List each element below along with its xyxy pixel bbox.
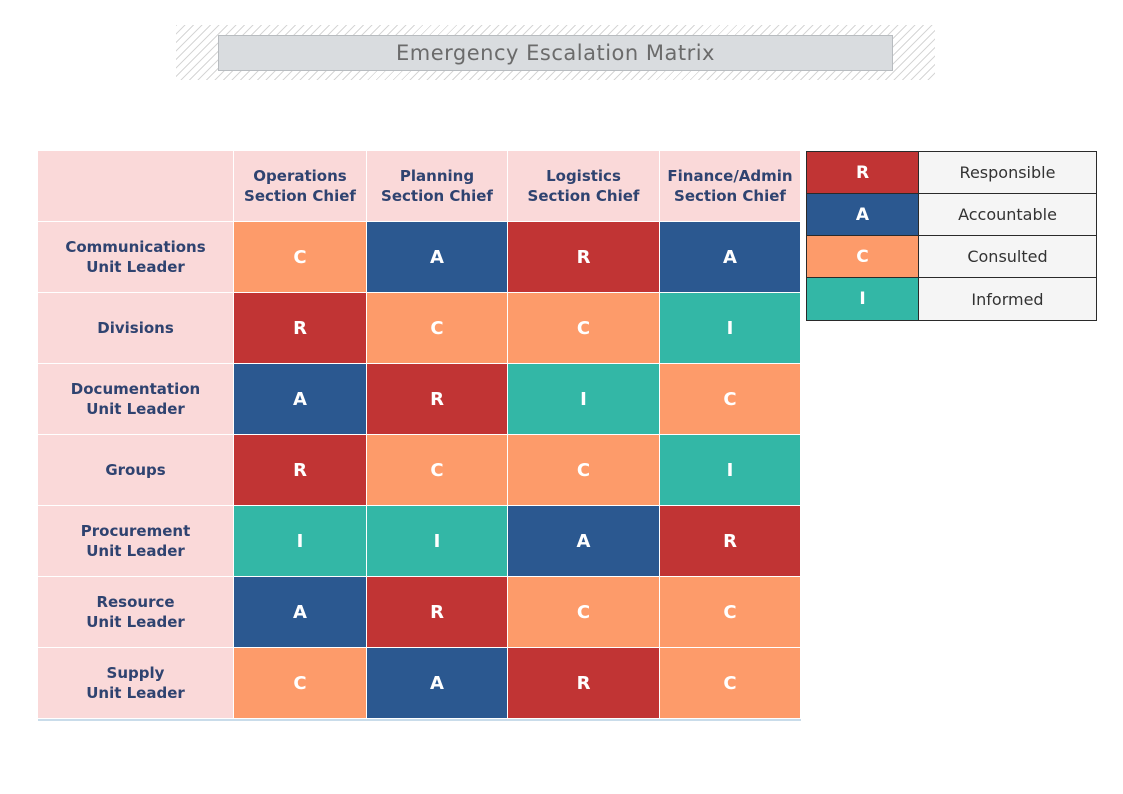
matrix-cell: I bbox=[234, 506, 367, 577]
matrix-cell: R bbox=[367, 364, 508, 435]
column-header: Planning Section Chief bbox=[367, 151, 508, 222]
row-header: Procurement Unit Leader bbox=[38, 506, 234, 577]
matrix-cell: I bbox=[660, 293, 801, 364]
legend-row: C Consulted bbox=[807, 236, 1096, 278]
column-header: Logistics Section Chief bbox=[508, 151, 660, 222]
matrix-cell: A bbox=[234, 577, 367, 648]
matrix-cell: C bbox=[508, 293, 660, 364]
legend-key: R bbox=[807, 152, 919, 193]
matrix-cell: C bbox=[367, 435, 508, 506]
legend-label: Accountable bbox=[919, 194, 1096, 235]
matrix-cell: C bbox=[367, 293, 508, 364]
matrix-cell: A bbox=[367, 648, 508, 719]
matrix-corner bbox=[38, 151, 234, 222]
matrix-cell: C bbox=[660, 364, 801, 435]
row-header: Documentation Unit Leader bbox=[38, 364, 234, 435]
column-header: Finance/Admin Section Chief bbox=[660, 151, 801, 222]
matrix-cell: A bbox=[508, 506, 660, 577]
matrix-cell: C bbox=[660, 648, 801, 719]
legend-label: Consulted bbox=[919, 236, 1096, 277]
matrix-cell: C bbox=[508, 435, 660, 506]
matrix-cell: A bbox=[234, 364, 367, 435]
legend-key: I bbox=[807, 278, 919, 320]
matrix-cell: A bbox=[660, 222, 801, 293]
legend-key: A bbox=[807, 194, 919, 235]
legend-row: R Responsible bbox=[807, 152, 1096, 194]
matrix-cell: R bbox=[660, 506, 801, 577]
matrix-cell: R bbox=[508, 648, 660, 719]
matrix-cell: I bbox=[660, 435, 801, 506]
row-header: Divisions bbox=[38, 293, 234, 364]
legend-row: A Accountable bbox=[807, 194, 1096, 236]
row-header: Resource Unit Leader bbox=[38, 577, 234, 648]
row-header: Groups bbox=[38, 435, 234, 506]
matrix-cell: R bbox=[508, 222, 660, 293]
legend-row: I Informed bbox=[807, 278, 1096, 320]
matrix-cell: C bbox=[234, 648, 367, 719]
legend-label: Responsible bbox=[919, 152, 1096, 193]
escalation-matrix: Operations Section Chief Planning Sectio… bbox=[38, 151, 801, 721]
matrix-cell: R bbox=[234, 435, 367, 506]
page-title: Emergency Escalation Matrix bbox=[218, 35, 893, 71]
legend-label: Informed bbox=[919, 278, 1096, 320]
matrix-cell: I bbox=[508, 364, 660, 435]
row-header: Communications Unit Leader bbox=[38, 222, 234, 293]
matrix-cell: R bbox=[234, 293, 367, 364]
legend: R Responsible A Accountable C Consulted … bbox=[806, 151, 1097, 321]
column-header: Operations Section Chief bbox=[234, 151, 367, 222]
matrix-cell: I bbox=[367, 506, 508, 577]
legend-key: C bbox=[807, 236, 919, 277]
matrix-cell: R bbox=[367, 577, 508, 648]
matrix-cell: C bbox=[234, 222, 367, 293]
matrix-cell: A bbox=[367, 222, 508, 293]
row-header: Supply Unit Leader bbox=[38, 648, 234, 719]
matrix-cell: C bbox=[508, 577, 660, 648]
matrix-cell: C bbox=[660, 577, 801, 648]
